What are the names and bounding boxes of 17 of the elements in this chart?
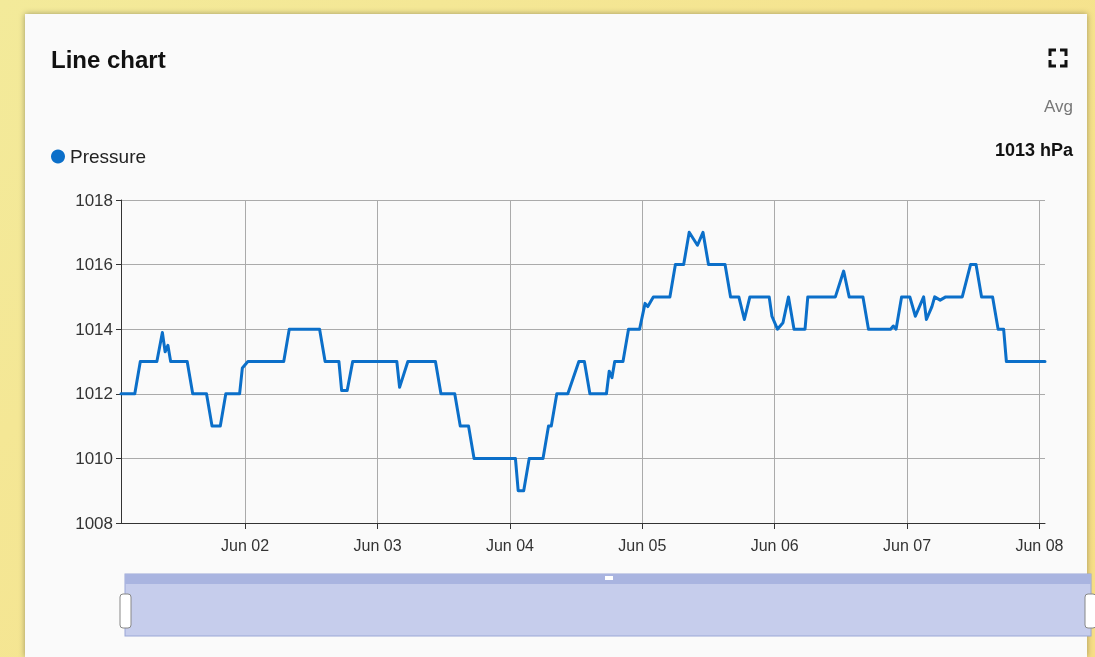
y-tick-label: 1012 xyxy=(75,384,113,404)
x-tick-label: Jun 07 xyxy=(883,536,932,554)
x-tick-label: Jun 02 xyxy=(221,536,270,554)
x-tick-label: Jun 03 xyxy=(353,536,402,554)
y-tick-label: 1014 xyxy=(75,319,113,339)
chart-title: Line chart xyxy=(51,45,166,73)
legend-label: Pressure xyxy=(70,146,147,167)
text: 1013 hPa xyxy=(994,140,1073,161)
x-tick-label: Jun 04 xyxy=(485,536,535,554)
x-tick-label: Jun 06 xyxy=(750,536,799,554)
x-tick-label: Jun 05 xyxy=(618,536,667,554)
y-tick-label: 1018 xyxy=(75,190,113,210)
x-tick-label: Jun 08 xyxy=(1015,536,1064,554)
text: Avg xyxy=(1044,97,1073,117)
y-tick-label: 1016 xyxy=(75,255,113,275)
y-tick-label: 1010 xyxy=(75,448,113,468)
y-tick-label: 1008 xyxy=(75,513,113,533)
